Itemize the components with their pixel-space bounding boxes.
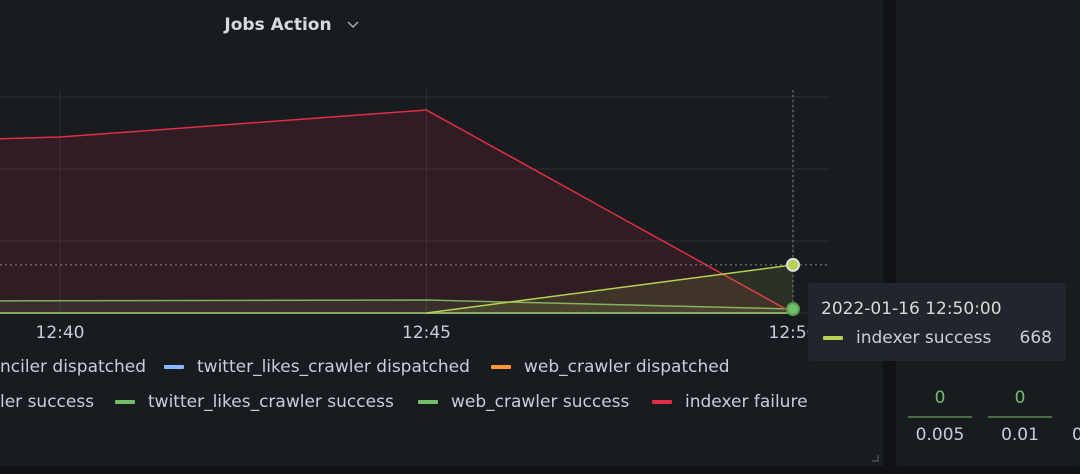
resize-handle[interactable] — [872, 455, 879, 462]
x-tick-label: 12:50 — [769, 323, 818, 343]
series-line — [426, 264, 794, 314]
stat-value: 0 — [1015, 388, 1026, 408]
panel — [0, 0, 883, 466]
legend-swatch — [652, 400, 672, 404]
legend-label: twitter_likes_crawler success — [148, 392, 394, 412]
legend-label: indexer failure — [685, 392, 808, 412]
stat-label: 0.005 — [916, 425, 965, 445]
series-area — [0, 300, 793, 313]
tooltip-time: 2022-01-16 12:50:00 — [821, 299, 1002, 319]
legend-swatch — [418, 400, 438, 404]
legend-label: web_crawler dispatched — [524, 357, 730, 377]
legend-label: web_crawler success — [451, 392, 630, 412]
tooltip-box — [808, 283, 1066, 361]
x-tick-label: 12:40 — [36, 323, 85, 343]
legend-swatch — [164, 365, 184, 369]
stat-value: 0 — [935, 388, 946, 408]
legend-label: nciler dispatched — [0, 357, 146, 377]
side-panel — [896, 0, 1080, 466]
legend-label: twitter_likes_crawler dispatched — [197, 357, 470, 377]
stat-label: 0.01 — [1001, 425, 1039, 445]
series-area — [0, 110, 793, 313]
hover-point — [786, 257, 800, 272]
legend-label: ler success — [0, 392, 94, 412]
overlay: 2022-01-16 12:50:00 indexer success 668 0 0.… — [808, 283, 1080, 445]
legend-swatch — [491, 365, 511, 369]
tooltip-swatch — [823, 336, 843, 340]
title-chevron[interactable] — [347, 21, 359, 29]
tooltip-value: 668 — [1020, 328, 1052, 348]
series-line — [0, 299, 794, 310]
x-tick-label: 12:45 — [402, 323, 451, 343]
tooltip-series: indexer success — [856, 328, 991, 348]
hover-point — [786, 302, 800, 317]
legend-swatch — [115, 400, 135, 404]
stat-label: 0 — [1072, 425, 1080, 445]
series-line — [0, 109, 794, 314]
panel-title[interactable]: Jobs Action — [223, 15, 331, 35]
